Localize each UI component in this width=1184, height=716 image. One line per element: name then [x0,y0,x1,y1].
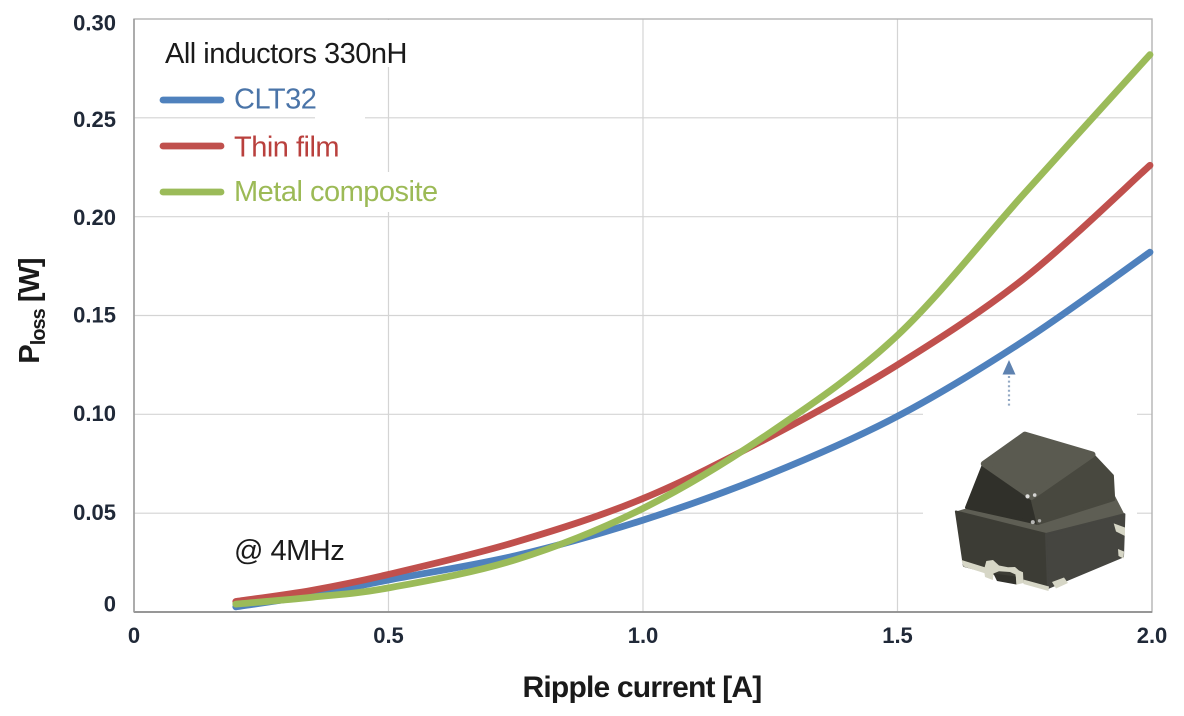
svg-text:0.5: 0.5 [373,623,404,648]
svg-text:Ripple current [A]: Ripple current [A] [523,671,762,704]
svg-text:0.05: 0.05 [73,500,116,525]
svg-text:2.0: 2.0 [1137,623,1168,648]
svg-text:Metal composite: Metal composite [234,176,438,208]
svg-text:0.20: 0.20 [73,205,116,230]
svg-text:CLT32: CLT32 [234,84,316,116]
svg-text:0.15: 0.15 [73,303,116,328]
svg-text:0.30: 0.30 [73,10,116,35]
svg-text:0.25: 0.25 [73,107,116,132]
svg-text:Thin film: Thin film [234,132,339,164]
svg-text:0.10: 0.10 [73,401,116,426]
svg-text:All inductors 330nH: All inductors 330nH [165,38,407,70]
svg-text:1.5: 1.5 [882,623,913,648]
svg-text:0: 0 [128,623,140,648]
svg-text:0: 0 [104,592,116,617]
svg-text:@ 4MHz: @ 4MHz [234,535,344,567]
svg-text:1.0: 1.0 [628,623,659,648]
svg-text:Ploss [W]: Ploss [W] [14,258,50,363]
